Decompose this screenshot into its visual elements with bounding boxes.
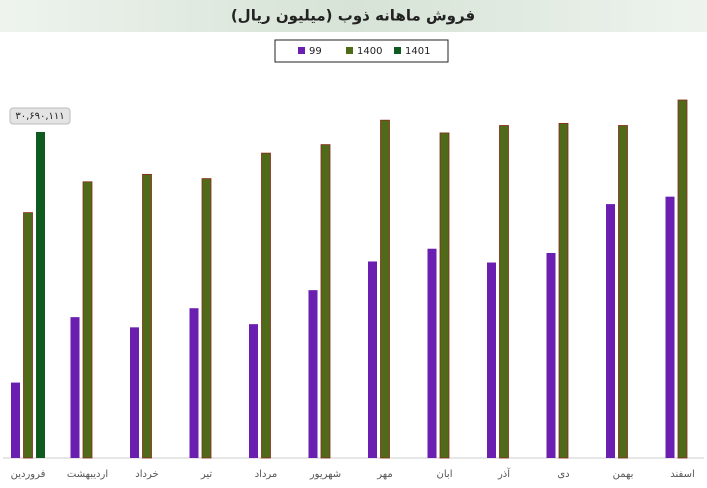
value-label-box xyxy=(9,107,71,125)
x-tick-label: بهمن xyxy=(613,469,634,480)
bar xyxy=(618,125,628,459)
bar xyxy=(201,178,212,459)
x-tick-label: تیر xyxy=(200,469,213,480)
bar xyxy=(546,252,556,458)
legend-label: 1400 xyxy=(357,46,382,57)
legend-swatch xyxy=(298,47,305,54)
legend-swatch xyxy=(394,47,401,54)
bar xyxy=(499,125,509,459)
value-label: ۳۰,۶۹۰,۱۱۱ xyxy=(15,111,64,122)
legend-swatch xyxy=(346,47,353,54)
bar xyxy=(558,122,569,459)
x-tick-label: شهریور xyxy=(309,469,341,480)
bar xyxy=(677,99,688,459)
x-tick-label: مهر xyxy=(376,469,392,480)
bar xyxy=(130,327,139,458)
x-tick-label: آذر xyxy=(497,467,511,480)
bar xyxy=(368,261,377,458)
bar xyxy=(189,308,199,458)
bar xyxy=(23,212,33,459)
bar xyxy=(261,152,271,459)
legend-box xyxy=(274,39,449,63)
bar xyxy=(36,131,45,458)
legend-label: 1401 xyxy=(405,46,430,57)
bar xyxy=(487,262,496,458)
legend-label: 99 xyxy=(309,46,322,57)
x-tick-label: خرداد xyxy=(135,469,158,480)
x-tick-label: مرداد xyxy=(255,469,278,480)
title-band xyxy=(0,0,707,32)
bar xyxy=(82,181,93,459)
bar xyxy=(606,204,615,458)
bar xyxy=(427,248,437,458)
bar xyxy=(70,317,80,458)
bar xyxy=(249,324,258,458)
bar xyxy=(142,173,152,459)
x-tick-label: ابان xyxy=(437,469,453,480)
bar xyxy=(665,196,675,458)
bar xyxy=(439,132,450,459)
x-tick-label: اردیبهشت xyxy=(67,469,108,480)
chart-title: فروش ماهانه ذوب (میلیون ریال) xyxy=(231,7,475,25)
bar xyxy=(11,382,20,458)
x-tick-label: فروردین xyxy=(11,469,46,480)
bar xyxy=(308,290,318,458)
bar xyxy=(380,119,390,459)
x-tick-label: اسفند xyxy=(670,469,694,480)
bar xyxy=(320,144,331,459)
x-tick-label: دی xyxy=(557,469,569,480)
